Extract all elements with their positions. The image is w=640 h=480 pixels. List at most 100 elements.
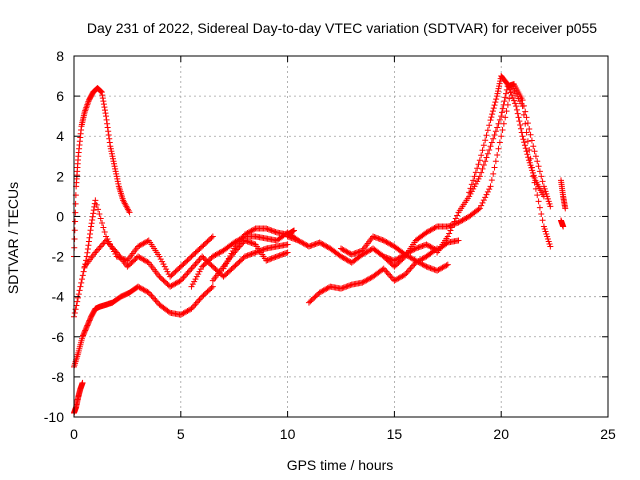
data-point bbox=[87, 230, 94, 237]
data-point bbox=[243, 253, 250, 260]
data-point bbox=[163, 279, 170, 286]
data-point bbox=[519, 133, 526, 140]
data-point bbox=[547, 203, 554, 210]
data-point bbox=[85, 238, 92, 245]
data-point bbox=[99, 95, 106, 102]
data-point bbox=[538, 173, 545, 180]
data-point bbox=[265, 256, 272, 263]
data-point bbox=[79, 379, 86, 386]
data-point bbox=[346, 282, 353, 289]
data-point bbox=[523, 148, 530, 155]
data-point bbox=[96, 210, 103, 217]
data-point bbox=[498, 113, 505, 120]
data-point bbox=[398, 257, 405, 264]
data-point bbox=[83, 325, 90, 332]
data-point bbox=[352, 250, 359, 257]
data-point bbox=[203, 239, 210, 246]
data-point bbox=[84, 322, 91, 329]
data-point bbox=[347, 282, 354, 289]
data-point bbox=[538, 210, 545, 217]
data-point bbox=[293, 237, 300, 244]
data-point bbox=[200, 292, 207, 299]
data-point bbox=[517, 125, 524, 132]
data-point bbox=[127, 261, 134, 268]
data-point bbox=[225, 255, 232, 262]
data-point bbox=[71, 309, 78, 316]
data-point bbox=[284, 233, 291, 240]
data-point bbox=[156, 253, 163, 260]
data-point bbox=[101, 228, 108, 235]
data-point bbox=[99, 219, 106, 226]
data-point bbox=[387, 273, 394, 280]
data-point bbox=[277, 252, 284, 259]
data-point bbox=[173, 267, 180, 274]
y-tick-label: 2 bbox=[56, 168, 64, 184]
data-point bbox=[539, 217, 546, 224]
data-point bbox=[530, 172, 537, 179]
data-point bbox=[113, 170, 120, 177]
data-point bbox=[180, 274, 187, 281]
data-point bbox=[89, 213, 96, 220]
data-point bbox=[93, 248, 100, 255]
data-point bbox=[496, 80, 503, 87]
data-point bbox=[502, 114, 509, 121]
data-point bbox=[529, 167, 536, 174]
data-point bbox=[71, 236, 78, 243]
data-point bbox=[475, 206, 482, 213]
data-point bbox=[379, 266, 386, 273]
data-point bbox=[103, 237, 110, 244]
data-point bbox=[108, 148, 115, 155]
data-point bbox=[394, 261, 401, 268]
data-point bbox=[475, 161, 482, 168]
data-point bbox=[98, 89, 105, 96]
data-point bbox=[87, 227, 94, 234]
data-point bbox=[535, 198, 542, 205]
data-point bbox=[546, 200, 553, 207]
x-tick-label: 25 bbox=[600, 426, 616, 442]
data-point bbox=[490, 105, 497, 112]
data-point bbox=[205, 257, 212, 264]
data-point bbox=[175, 266, 182, 273]
data-point bbox=[500, 101, 507, 108]
data-point bbox=[83, 253, 90, 260]
data-point bbox=[281, 250, 288, 257]
data-point bbox=[528, 164, 535, 171]
data-point bbox=[79, 276, 86, 283]
data-point bbox=[488, 114, 495, 121]
data-point bbox=[486, 186, 493, 193]
data-point bbox=[392, 262, 399, 269]
data-point bbox=[148, 292, 155, 299]
data-point bbox=[107, 145, 114, 152]
data-point bbox=[273, 253, 280, 260]
data-point bbox=[532, 185, 539, 192]
data-point bbox=[491, 164, 498, 171]
data-point bbox=[411, 246, 418, 253]
x-tick-label: 20 bbox=[493, 426, 509, 442]
data-point bbox=[541, 185, 548, 192]
data-point bbox=[498, 133, 505, 140]
data-point bbox=[149, 294, 156, 301]
data-point bbox=[97, 88, 104, 95]
data-point bbox=[383, 256, 390, 263]
data-point bbox=[497, 78, 504, 85]
data-point bbox=[164, 281, 171, 288]
data-point bbox=[183, 258, 190, 265]
data-point bbox=[151, 295, 158, 302]
data-point bbox=[187, 267, 194, 274]
data-point bbox=[201, 261, 208, 268]
data-point bbox=[180, 261, 187, 268]
data-point bbox=[80, 331, 87, 338]
data-point bbox=[102, 110, 109, 117]
data-point bbox=[72, 218, 79, 225]
data-point bbox=[512, 100, 519, 107]
data-point bbox=[446, 230, 453, 237]
y-tick-label: -4 bbox=[52, 289, 65, 305]
data-point bbox=[201, 291, 208, 298]
data-point bbox=[197, 244, 204, 251]
data-point bbox=[83, 323, 90, 330]
data-point bbox=[106, 139, 113, 146]
data-point bbox=[452, 215, 459, 222]
data-point bbox=[517, 121, 524, 128]
data-point bbox=[267, 256, 274, 263]
data-point bbox=[339, 285, 346, 292]
